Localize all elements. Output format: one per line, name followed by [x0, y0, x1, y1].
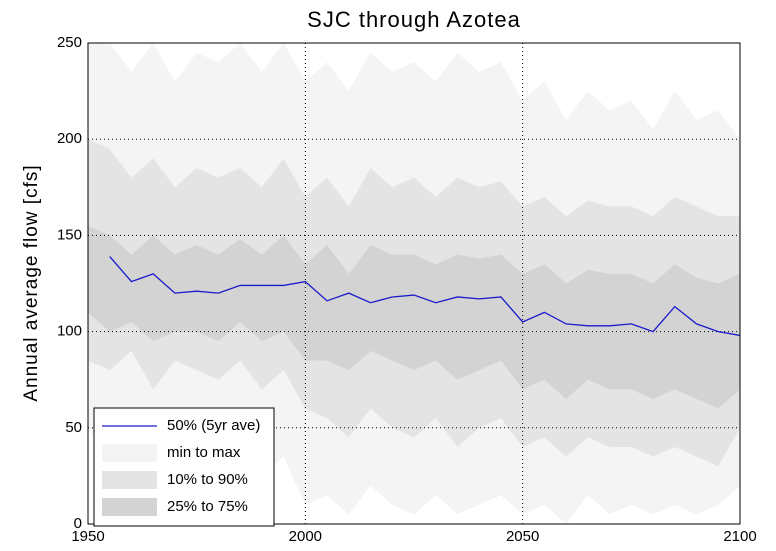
legend-label: min to max [167, 444, 241, 461]
x-tick-label: 2100 [723, 528, 756, 545]
band [88, 225, 740, 409]
legend-swatch [102, 471, 157, 489]
y-tick-label: 100 [57, 323, 82, 340]
plot-frame [87, 42, 741, 525]
y-axis-label: Annual average flow [cfs] [21, 164, 42, 401]
line [109, 256, 741, 337]
y-tick-label: 0 [74, 515, 82, 532]
y-tick-label: 50 [65, 419, 82, 436]
y-tick-label: 200 [57, 130, 82, 147]
y-tick-label: 250 [57, 34, 82, 51]
x-tick-label: 2000 [289, 528, 322, 545]
legend-label: 10% to 90% [167, 471, 248, 488]
legend-label: 25% to 75% [167, 498, 248, 515]
legend-swatch [102, 444, 157, 462]
legend-label: 50% (5yr ave) [167, 417, 260, 434]
chart-title: SJC through Azotea [307, 7, 521, 32]
x-tick-label: 2050 [506, 528, 539, 545]
legend-swatch [102, 498, 157, 516]
y-tick-label: 150 [57, 226, 82, 243]
x-tick-label: 1950 [71, 528, 104, 545]
